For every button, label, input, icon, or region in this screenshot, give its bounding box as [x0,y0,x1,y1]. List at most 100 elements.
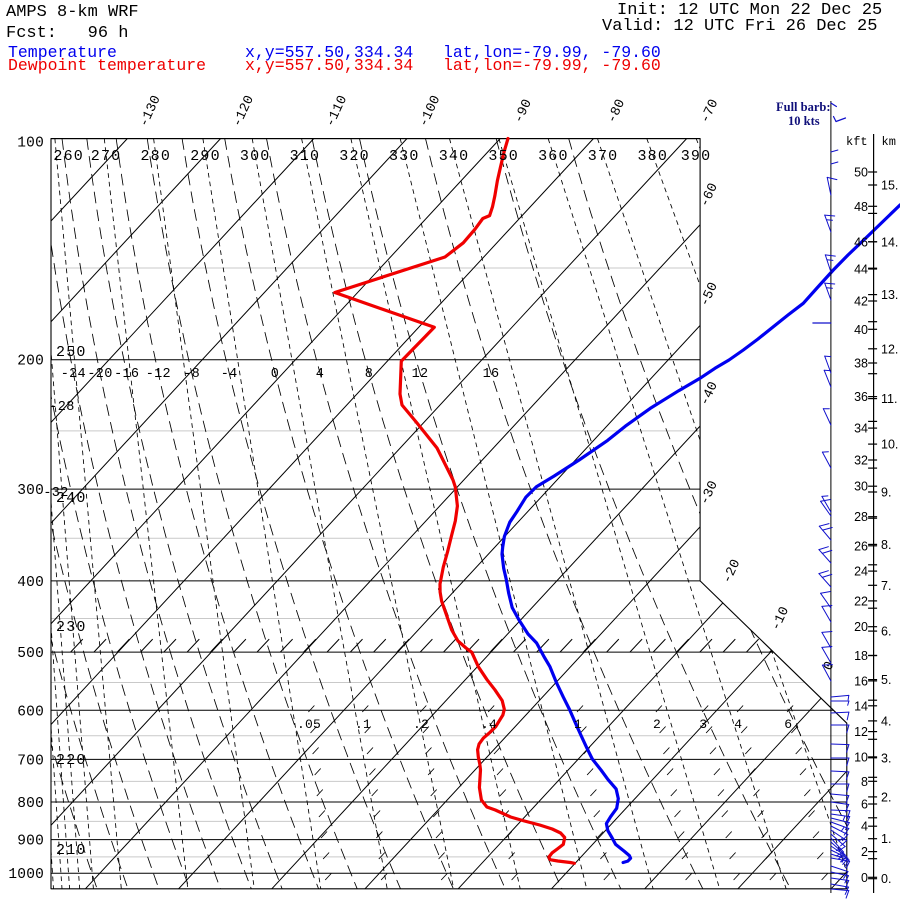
svg-text:4: 4 [316,367,324,382]
svg-text:0.: 0. [881,872,891,886]
svg-text:270: 270 [91,148,122,165]
svg-text:400: 400 [17,575,44,591]
svg-text:9.: 9. [881,486,891,500]
svg-text:2: 2 [653,717,661,732]
svg-text:310: 310 [290,148,321,165]
svg-text:0: 0 [271,367,279,382]
svg-text:34: 34 [854,422,868,436]
svg-text:40: 40 [854,323,868,337]
svg-text:22: 22 [854,594,868,608]
svg-text:-50: -50 [698,280,722,309]
svg-text:38: 38 [854,357,868,371]
svg-text:8: 8 [861,775,868,789]
svg-text:250: 250 [56,344,87,361]
svg-text:6: 6 [861,798,868,812]
svg-text:330: 330 [389,148,420,165]
svg-text:4: 4 [734,717,742,732]
svg-text:370: 370 [588,148,619,165]
svg-text:290: 290 [190,148,221,165]
svg-text:280: 280 [140,148,171,165]
svg-text:390: 390 [681,148,712,165]
svg-text:2.: 2. [881,790,891,804]
svg-text:20: 20 [854,620,868,634]
svg-text:7.: 7. [881,579,891,593]
svg-text:8: 8 [365,367,373,382]
svg-text:-90: -90 [512,97,536,126]
svg-text:260: 260 [53,148,84,165]
svg-text:-12: -12 [146,367,171,382]
svg-text:14: 14 [854,699,868,713]
svg-text:48: 48 [854,200,868,214]
svg-text:-130: -130 [137,93,165,129]
svg-text:220: 220 [56,752,87,769]
svg-text:3.: 3. [881,751,891,765]
svg-text:-24: -24 [61,367,86,382]
svg-text:0: 0 [861,871,868,885]
svg-text:230: 230 [56,619,87,636]
svg-text:800: 800 [17,796,44,812]
svg-text:-20: -20 [87,367,112,382]
svg-text:6.: 6. [881,625,891,639]
svg-text:5.: 5. [881,673,891,687]
svg-text:18: 18 [854,649,868,663]
svg-text:4.: 4. [881,714,891,728]
svg-text:10: 10 [854,750,868,764]
svg-text:10.: 10. [881,438,898,452]
svg-text:-100: -100 [417,93,445,129]
svg-text:200: 200 [17,354,44,370]
svg-text:-110: -110 [324,93,352,129]
svg-text:30: 30 [854,480,868,494]
svg-text:26: 26 [854,539,868,553]
svg-text:6: 6 [784,717,792,732]
svg-text:8.: 8. [881,538,891,552]
svg-text:-32: -32 [43,486,68,501]
svg-text:-40: -40 [698,380,722,409]
svg-text:-4: -4 [221,367,238,382]
svg-text:100: 100 [17,136,44,152]
svg-text:.05: .05 [297,717,321,732]
svg-text:12.: 12. [881,342,898,356]
svg-text:1.: 1. [881,832,891,846]
svg-text:kft: kft [846,135,868,149]
svg-text:.1: .1 [355,717,371,732]
svg-text:46: 46 [854,235,868,249]
svg-text:44: 44 [854,263,868,277]
svg-text:1: 1 [574,717,582,732]
svg-text:-10: -10 [769,605,793,634]
svg-text:13.: 13. [881,288,898,302]
svg-text:16: 16 [483,367,500,382]
svg-text:-16: -16 [114,367,139,382]
svg-text:380: 380 [637,148,668,165]
svg-text:210: 210 [56,842,87,859]
svg-text:900: 900 [17,834,44,850]
svg-text:11.: 11. [881,392,897,406]
svg-text:600: 600 [17,704,44,720]
svg-text:320: 320 [339,148,370,165]
svg-text:14.: 14. [881,235,898,249]
svg-text:12: 12 [854,725,868,739]
svg-text:700: 700 [17,753,44,769]
svg-text:50: 50 [854,166,868,180]
svg-text:340: 340 [439,148,470,165]
svg-text:300: 300 [240,148,271,165]
svg-text:-20: -20 [720,557,744,586]
svg-text:3: 3 [699,717,707,732]
svg-text:42: 42 [854,295,868,309]
svg-text:1000: 1000 [8,867,44,883]
svg-text:350: 350 [488,148,519,165]
svg-text:2: 2 [861,845,868,859]
svg-text:240: 240 [56,490,87,507]
svg-text:.2: .2 [413,717,429,732]
svg-text:-28: -28 [49,400,74,415]
svg-text:28: 28 [854,510,868,524]
svg-text:-80: -80 [605,97,629,126]
svg-text:-8: -8 [183,367,200,382]
svg-text:-70: -70 [698,97,722,126]
svg-text:360: 360 [538,148,569,165]
svg-text:24: 24 [854,565,868,579]
svg-text:.4: .4 [481,717,497,732]
svg-text:16: 16 [854,674,868,688]
svg-text:km: km [882,135,896,149]
svg-text:12: 12 [412,367,429,382]
svg-text:-120: -120 [230,93,258,129]
